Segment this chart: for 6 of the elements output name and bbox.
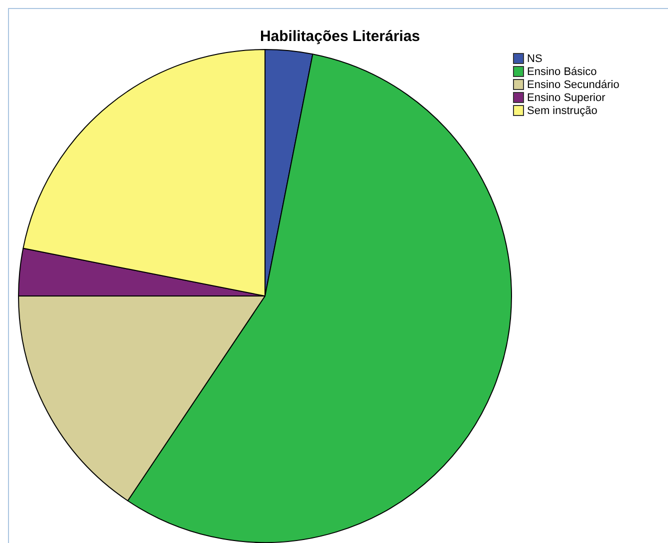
legend-label: NS [527,52,542,64]
legend-label: Ensino Secundário [527,78,620,90]
chart-title: Habilitações Literárias [260,28,420,45]
legend-label: Ensino Básico [527,66,597,78]
legend-label: Ensino Superior [527,92,606,104]
legend-label: Sem instrução [527,104,598,116]
